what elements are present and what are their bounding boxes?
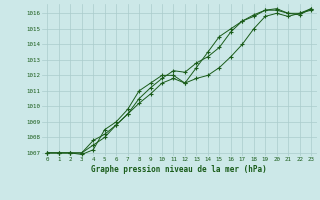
X-axis label: Graphe pression niveau de la mer (hPa): Graphe pression niveau de la mer (hPa) [91, 165, 267, 174]
